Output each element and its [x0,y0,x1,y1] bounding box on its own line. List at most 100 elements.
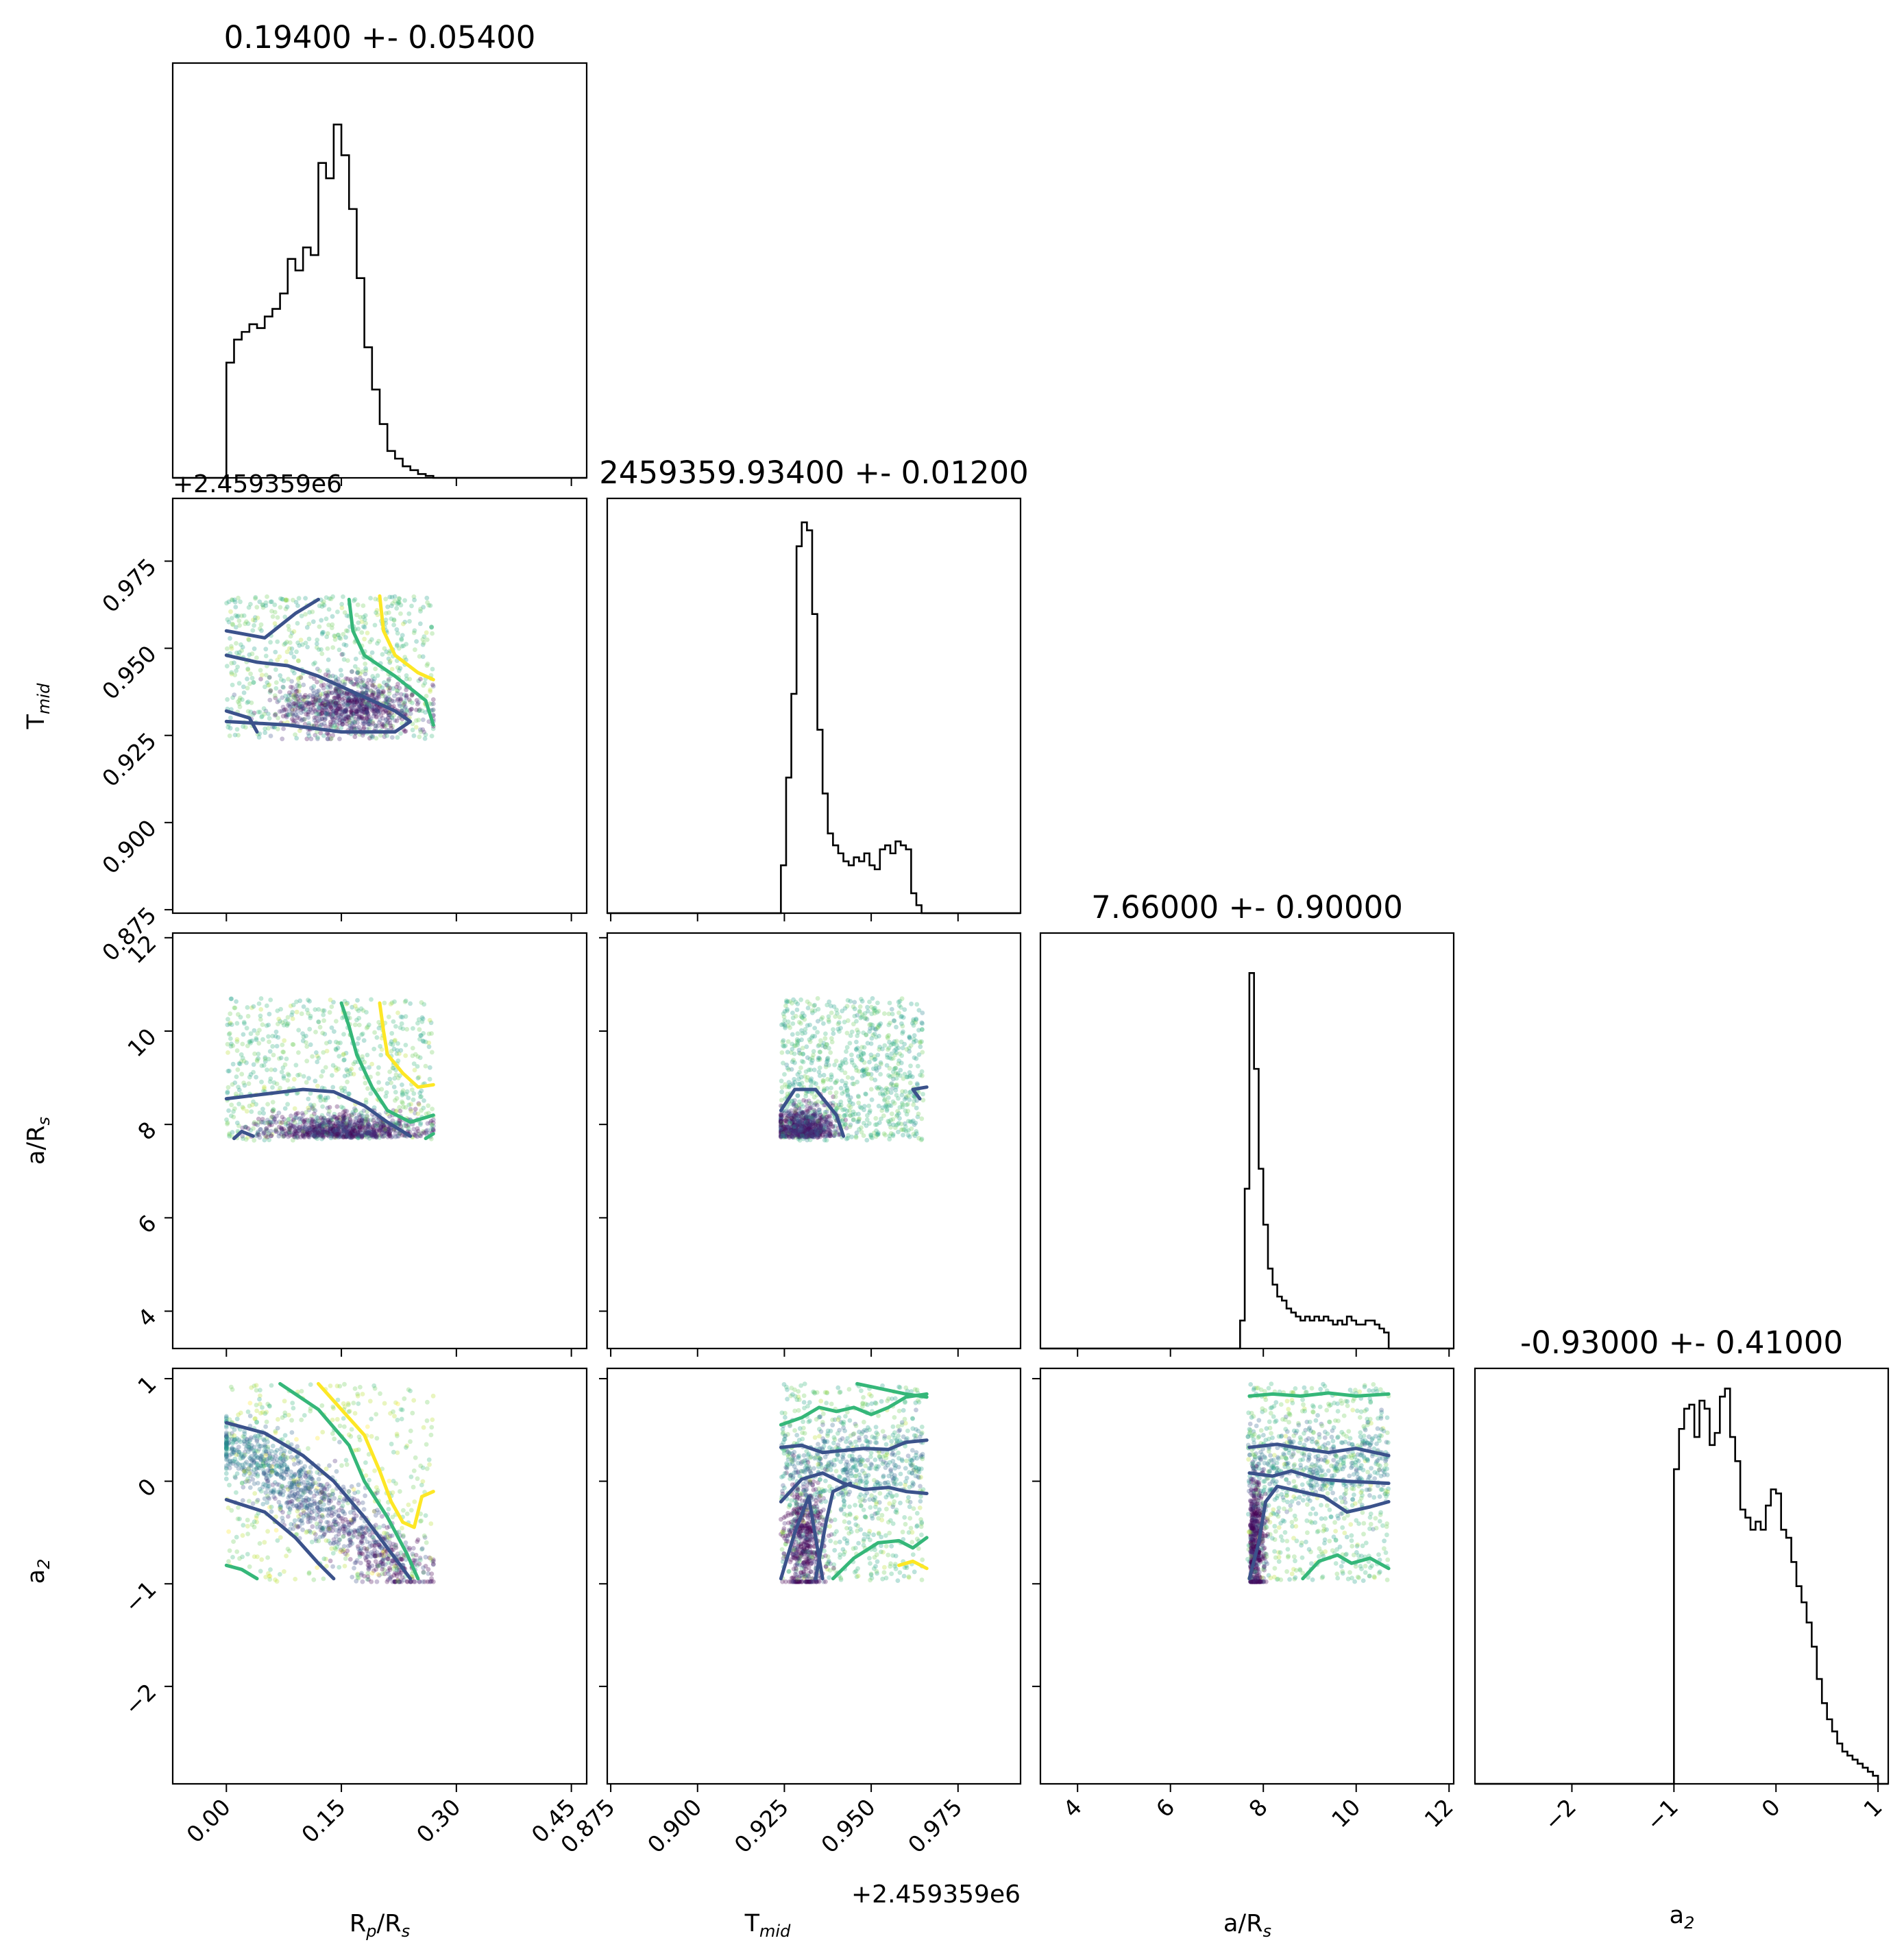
sample-point [256,735,262,740]
sample-point [354,695,358,700]
sample-point [383,611,389,616]
sample-point [328,1129,332,1135]
sample-point [350,698,355,703]
sample-point [273,649,278,655]
sample-point [352,664,358,669]
sample-point [338,713,343,718]
sample-point [380,1127,386,1133]
sample-point [419,1015,425,1020]
sample-point [335,676,341,681]
sample-point [344,1124,350,1129]
sample-point [337,1124,342,1129]
sample-point [240,1134,245,1139]
sample-point [266,1132,271,1137]
sample-point [246,1081,252,1087]
sample-point [890,1011,895,1017]
sample-point [344,1134,349,1139]
sample-point [919,1027,925,1032]
sample-point [306,1446,310,1451]
sample-point [896,1120,901,1126]
sample-point [371,1132,377,1137]
sample-point [856,1100,862,1106]
sample-point [801,1104,805,1109]
sample-point [793,1000,798,1004]
sample-point [241,724,245,729]
sample-point [354,700,359,705]
sample-point [354,681,359,686]
sample-point [310,703,315,708]
sample-point [279,1069,284,1075]
sample-point [393,1109,399,1113]
sample-point [245,666,250,671]
sample-point [414,698,419,703]
sample-point [295,1133,300,1139]
sample-point [387,710,392,715]
sample-point [808,1067,813,1072]
sample-point [328,1135,334,1141]
sample-point [350,701,355,706]
sample-point [323,693,328,698]
sample-point [338,1122,343,1126]
sample-point [824,1124,829,1130]
sample-point [341,1128,347,1134]
sample-point [314,1115,319,1120]
sample-point [337,717,343,723]
sample-point [304,1033,308,1039]
sample-point [365,1114,369,1120]
sample-point [350,1126,356,1130]
sample-point [326,736,330,742]
sample-point [352,1128,357,1133]
sample-point [305,1130,310,1135]
sample-point [911,1102,916,1107]
sample-point [816,1120,821,1124]
sample-point [295,1128,301,1134]
sample-point [261,1111,266,1116]
sample-point [232,673,238,677]
sample-point [342,716,347,721]
sample-point [271,1052,276,1058]
sample-point [239,1052,244,1057]
sample-point [789,1115,794,1121]
sample-point [275,699,280,705]
sample-point [375,612,380,618]
sample-point [359,1134,365,1139]
sample-point [821,1124,827,1129]
sample-point [785,1008,790,1013]
sample-point [380,723,386,728]
sample-point [840,1008,845,1014]
sample-point [875,1086,881,1091]
sample-point [270,1033,276,1039]
sample-point [411,1091,417,1096]
sample-point [355,720,360,725]
sample-point [254,1057,260,1063]
sample-point [310,1128,315,1133]
sample-point [910,1021,915,1026]
sample-point [315,1130,321,1135]
sample-point [812,1002,817,1008]
sample-point [362,1130,367,1135]
sample-point [298,638,304,642]
sample-point [916,1028,921,1033]
sample-point [342,1089,347,1094]
sample-point [306,1127,312,1133]
sample-point [369,707,374,712]
sample-point [308,1131,314,1137]
sample-point [873,1122,878,1127]
sample-point [879,1061,883,1067]
sample-point [361,1118,366,1124]
sample-point [378,733,383,738]
sample-point [389,594,395,600]
sample-point [362,1134,367,1139]
sample-point [825,1128,831,1133]
sample-point [275,615,280,620]
sample-point [306,704,311,710]
sample-point [342,1133,347,1137]
sample-point [257,599,263,605]
sample-point [807,1002,812,1006]
sample-point [899,1021,904,1026]
sample-point [373,1133,378,1139]
sample-point [373,695,378,701]
sample-point [293,696,299,701]
sample-point [350,1113,354,1118]
sample-point [371,1046,377,1052]
